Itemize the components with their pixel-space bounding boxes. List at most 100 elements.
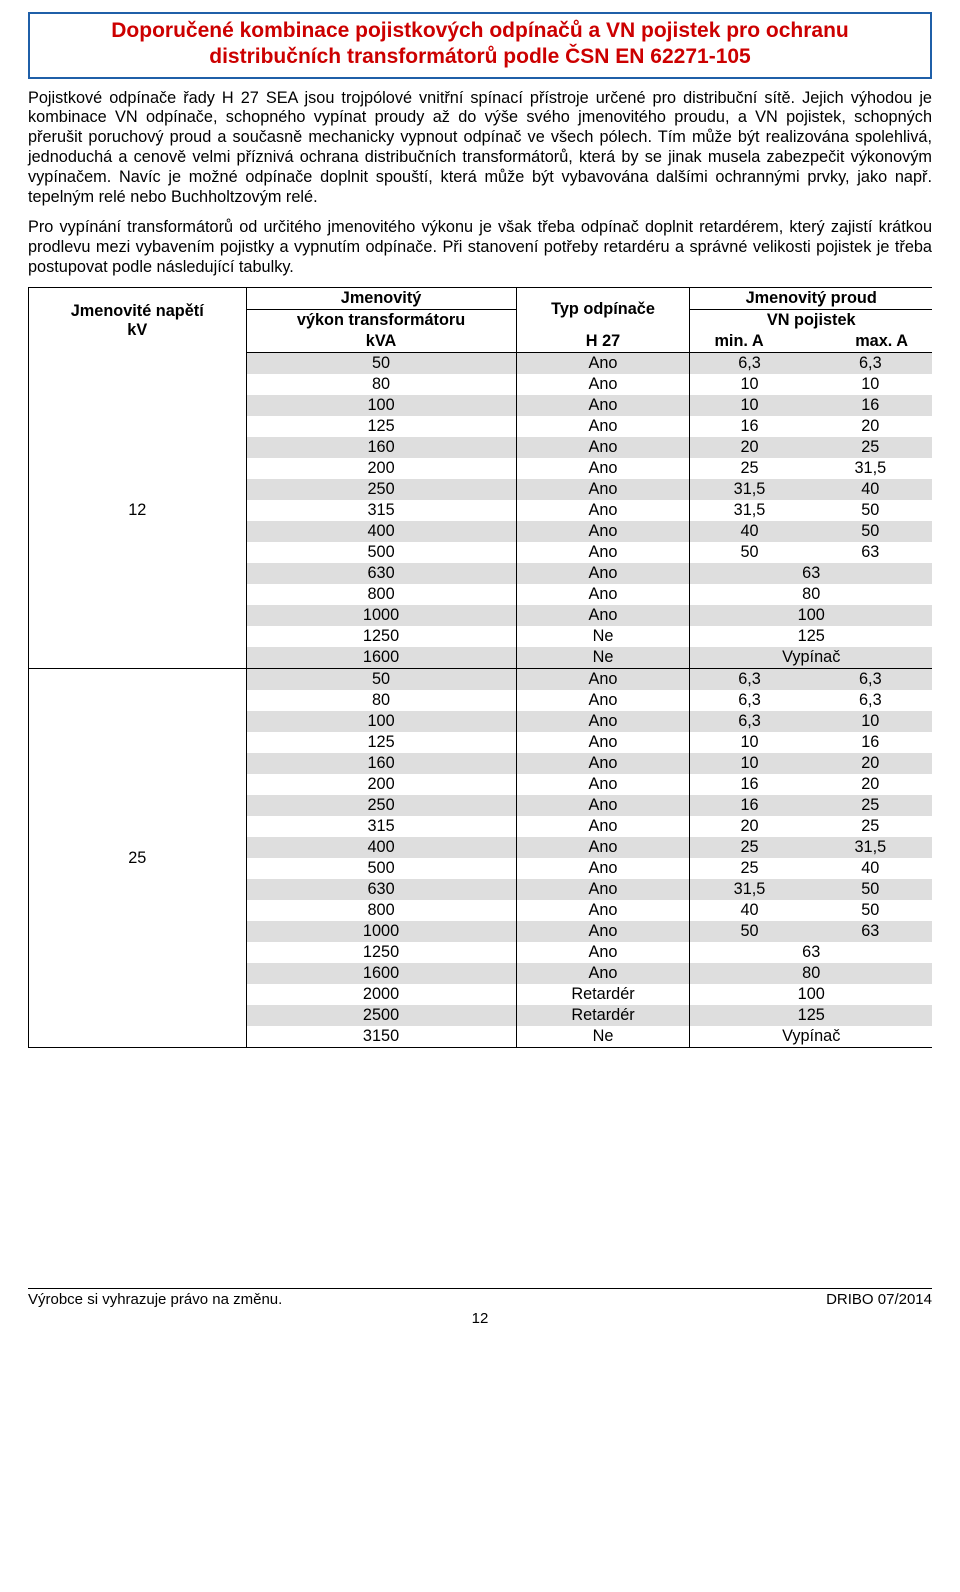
- typ-cell: Ano: [516, 837, 690, 858]
- max-cell: 6,3: [809, 353, 932, 375]
- single-cell: 80: [690, 963, 932, 984]
- hdr-typ-l1: Typ odpínače: [516, 288, 690, 332]
- kva-cell: 250: [246, 479, 516, 500]
- typ-cell: Ne: [516, 626, 690, 647]
- typ-cell: Ano: [516, 921, 690, 942]
- max-cell: 20: [809, 753, 932, 774]
- min-cell: 25: [690, 858, 809, 879]
- table-body: 1250Ano6,36,380Ano1010100Ano1016125Ano16…: [29, 353, 933, 1048]
- max-cell: 50: [809, 521, 932, 542]
- typ-cell: Ano: [516, 437, 690, 458]
- min-cell: 10: [690, 395, 809, 416]
- typ-cell: Ano: [516, 711, 690, 732]
- hdr-current-l2: VN pojistek: [690, 310, 932, 332]
- hdr-kva-l3: kVA: [246, 331, 516, 353]
- hdr-kv: Jmenovité napětí kV: [29, 288, 247, 353]
- min-cell: 16: [690, 795, 809, 816]
- kva-cell: 50: [246, 353, 516, 375]
- kva-cell: 250: [246, 795, 516, 816]
- kva-cell: 1600: [246, 963, 516, 984]
- kva-cell: 500: [246, 858, 516, 879]
- max-cell: 50: [809, 900, 932, 921]
- kva-cell: 50: [246, 669, 516, 691]
- typ-cell: Ano: [516, 858, 690, 879]
- kva-cell: 400: [246, 837, 516, 858]
- max-cell: 31,5: [809, 837, 932, 858]
- footer-right: DRIBO 07/2014: [826, 1291, 932, 1308]
- kva-cell: 200: [246, 458, 516, 479]
- typ-cell: Ano: [516, 542, 690, 563]
- typ-cell: Ano: [516, 500, 690, 521]
- min-cell: 6,3: [690, 690, 809, 711]
- typ-cell: Ano: [516, 605, 690, 626]
- single-cell: 100: [690, 605, 932, 626]
- kv-cell: 12: [29, 353, 247, 669]
- min-cell: 31,5: [690, 479, 809, 500]
- single-cell: 100: [690, 984, 932, 1005]
- kva-cell: 125: [246, 732, 516, 753]
- title-line1: Doporučené kombinace pojistkových odpína…: [111, 19, 848, 42]
- single-cell: 63: [690, 563, 932, 584]
- table-head: Jmenovité napětí kV Jmenovitý Typ odpína…: [29, 288, 933, 353]
- min-cell: 50: [690, 542, 809, 563]
- hdr-typ-l2: H 27: [516, 331, 690, 353]
- single-cell: Vypínač: [690, 647, 932, 669]
- max-cell: 50: [809, 879, 932, 900]
- typ-cell: Ano: [516, 795, 690, 816]
- kva-cell: 100: [246, 395, 516, 416]
- typ-cell: Ano: [516, 963, 690, 984]
- max-cell: 6,3: [809, 669, 932, 691]
- hdr-current-l1: Jmenovitý proud: [690, 288, 932, 310]
- kva-cell: 100: [246, 711, 516, 732]
- typ-cell: Ano: [516, 374, 690, 395]
- typ-cell: Ano: [516, 416, 690, 437]
- typ-cell: Ano: [516, 942, 690, 963]
- typ-cell: Retardér: [516, 1005, 690, 1026]
- max-cell: 63: [809, 542, 932, 563]
- min-cell: 10: [690, 732, 809, 753]
- title-box: Doporučené kombinace pojistkových odpína…: [28, 12, 932, 79]
- kva-cell: 80: [246, 374, 516, 395]
- single-cell: Vypínač: [690, 1026, 932, 1048]
- kva-cell: 315: [246, 500, 516, 521]
- typ-cell: Ne: [516, 1026, 690, 1048]
- paragraph-1: Pojistkové odpínače řady H 27 SEA jsou t…: [28, 89, 932, 208]
- hdr-min: min. A: [690, 331, 809, 353]
- single-cell: 80: [690, 584, 932, 605]
- max-cell: 40: [809, 479, 932, 500]
- typ-cell: Retardér: [516, 984, 690, 1005]
- kva-cell: 160: [246, 437, 516, 458]
- typ-cell: Ano: [516, 774, 690, 795]
- kva-cell: 125: [246, 416, 516, 437]
- kva-cell: 200: [246, 774, 516, 795]
- max-cell: 20: [809, 774, 932, 795]
- kva-cell: 400: [246, 521, 516, 542]
- footer-left: Výrobce si vyhrazuje právo na změnu.: [28, 1291, 282, 1308]
- typ-cell: Ano: [516, 395, 690, 416]
- min-cell: 25: [690, 458, 809, 479]
- max-cell: 16: [809, 732, 932, 753]
- max-cell: 25: [809, 437, 932, 458]
- typ-cell: Ano: [516, 669, 690, 691]
- kva-cell: 2500: [246, 1005, 516, 1026]
- kva-cell: 500: [246, 542, 516, 563]
- hdr-kva-l2: výkon transformátoru: [246, 310, 516, 332]
- kva-cell: 2000: [246, 984, 516, 1005]
- kva-cell: 1600: [246, 647, 516, 669]
- kva-cell: 3150: [246, 1026, 516, 1048]
- max-cell: 6,3: [809, 690, 932, 711]
- typ-cell: Ano: [516, 900, 690, 921]
- min-cell: 20: [690, 437, 809, 458]
- fuse-table: Jmenovité napětí kV Jmenovitý Typ odpína…: [28, 287, 932, 1048]
- table-row: 2550Ano6,36,3: [29, 669, 933, 691]
- max-cell: 50: [809, 500, 932, 521]
- max-cell: 25: [809, 816, 932, 837]
- single-cell: 63: [690, 942, 932, 963]
- single-cell: 125: [690, 626, 932, 647]
- min-cell: 31,5: [690, 879, 809, 900]
- page-number: 12: [28, 1310, 932, 1327]
- min-cell: 10: [690, 753, 809, 774]
- kva-cell: 1250: [246, 942, 516, 963]
- min-cell: 20: [690, 816, 809, 837]
- title-line2: distribučních transformátorů podle ČSN E…: [209, 45, 750, 68]
